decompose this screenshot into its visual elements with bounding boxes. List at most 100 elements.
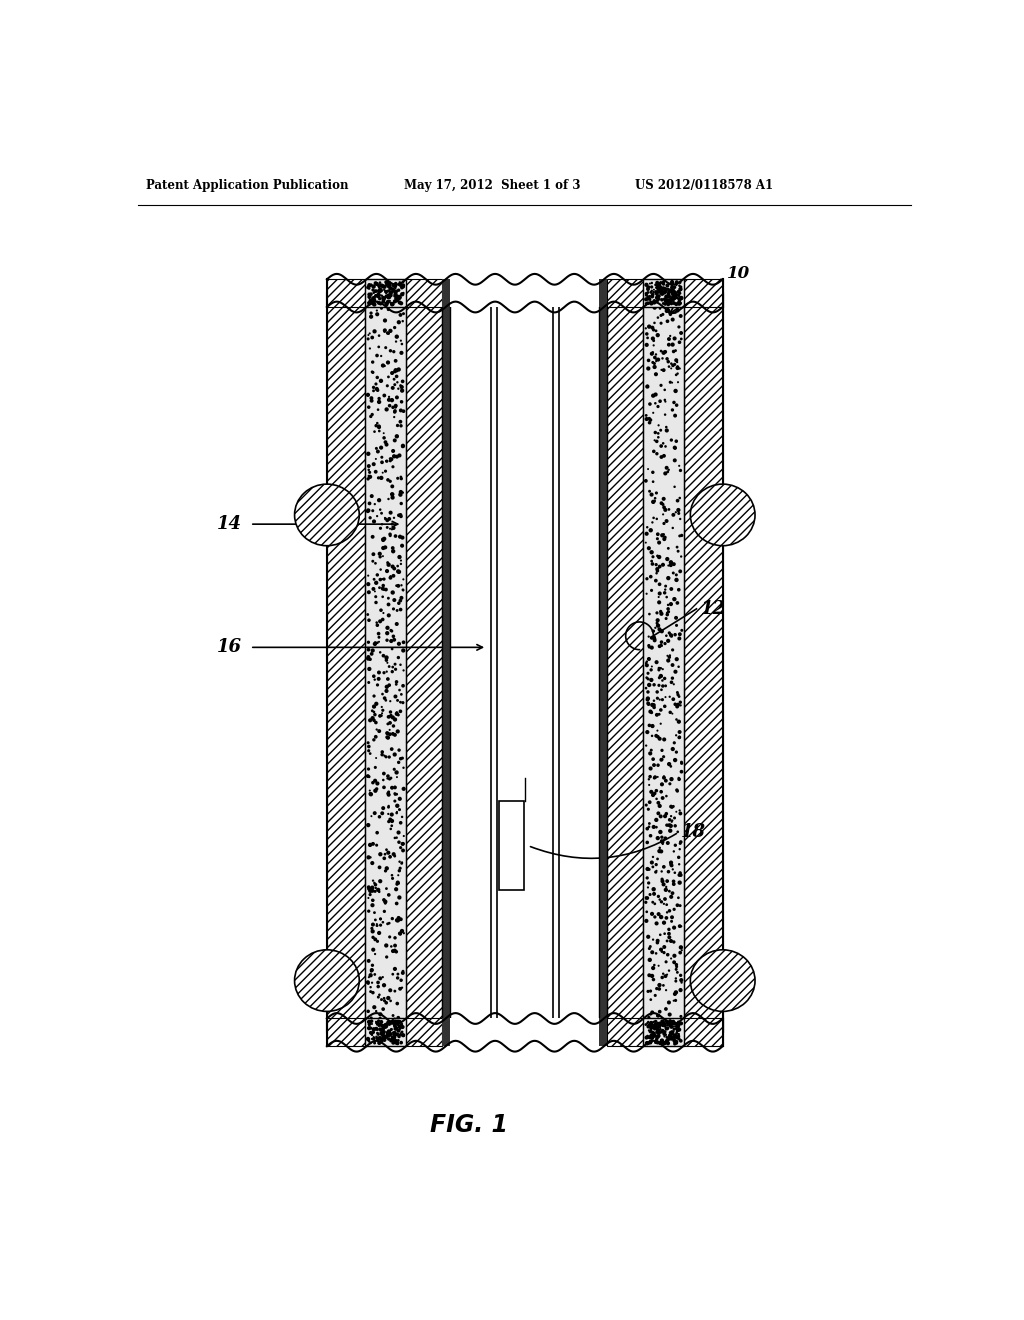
- Point: [380, 727, 396, 748]
- Point: [382, 719, 398, 741]
- Point: [652, 272, 669, 293]
- Point: [367, 803, 383, 824]
- Point: [651, 704, 668, 725]
- Point: [367, 997, 383, 1018]
- Point: [654, 832, 671, 853]
- Point: [377, 276, 393, 297]
- Point: [653, 680, 670, 701]
- Point: [386, 446, 402, 467]
- Point: [375, 288, 391, 309]
- Point: [381, 675, 397, 696]
- Point: [374, 275, 390, 296]
- Point: [361, 648, 378, 669]
- Point: [375, 576, 391, 597]
- Bar: [407, 1019, 442, 1047]
- Point: [375, 998, 391, 1019]
- Point: [388, 1011, 404, 1032]
- Point: [390, 1015, 407, 1036]
- Point: [649, 272, 666, 293]
- Point: [663, 816, 679, 837]
- Point: [380, 842, 396, 863]
- Point: [647, 293, 664, 314]
- Point: [364, 805, 380, 826]
- Point: [670, 1018, 686, 1039]
- Point: [669, 1031, 685, 1052]
- Bar: [327, 293, 366, 1032]
- Point: [377, 861, 393, 882]
- Point: [382, 450, 398, 471]
- Point: [387, 360, 403, 381]
- Point: [640, 799, 656, 820]
- Point: [643, 669, 659, 690]
- Point: [372, 611, 388, 632]
- Point: [669, 1018, 685, 1039]
- Point: [379, 292, 395, 313]
- Point: [660, 649, 677, 671]
- Point: [376, 1028, 392, 1049]
- Point: [639, 667, 655, 688]
- Point: [384, 661, 400, 682]
- Point: [381, 389, 397, 411]
- Point: [644, 272, 660, 293]
- Point: [670, 1015, 686, 1036]
- Bar: [451, 280, 599, 308]
- Point: [370, 931, 386, 952]
- Point: [667, 293, 683, 314]
- Point: [379, 510, 395, 531]
- Point: [387, 709, 403, 730]
- Point: [645, 620, 662, 642]
- Point: [394, 692, 411, 713]
- Point: [663, 552, 679, 573]
- Point: [666, 796, 682, 817]
- Point: [663, 1018, 679, 1039]
- Point: [395, 436, 412, 457]
- Point: [665, 517, 681, 539]
- Point: [673, 288, 689, 309]
- Point: [640, 293, 656, 314]
- Point: [647, 487, 664, 508]
- Point: [646, 297, 663, 318]
- Point: [663, 304, 679, 325]
- Point: [371, 661, 387, 682]
- Point: [658, 602, 675, 623]
- Point: [371, 417, 387, 438]
- Point: [648, 809, 665, 830]
- Point: [660, 351, 677, 372]
- Point: [381, 395, 397, 416]
- Point: [651, 1015, 668, 1036]
- Point: [369, 1014, 385, 1035]
- Point: [653, 826, 670, 847]
- Point: [672, 833, 688, 854]
- Point: [663, 1011, 679, 1032]
- Point: [642, 273, 658, 294]
- Point: [671, 854, 687, 875]
- Point: [378, 337, 394, 358]
- Point: [646, 894, 663, 915]
- Point: [656, 279, 673, 300]
- Point: [381, 781, 397, 803]
- Point: [660, 282, 677, 304]
- Point: [657, 292, 674, 313]
- Point: [643, 293, 659, 314]
- Point: [376, 528, 392, 549]
- Point: [645, 342, 662, 363]
- Point: [389, 290, 406, 312]
- Point: [374, 742, 390, 763]
- Point: [664, 1011, 680, 1032]
- Point: [653, 436, 670, 457]
- Point: [365, 708, 381, 729]
- Point: [378, 434, 394, 455]
- Point: [645, 319, 662, 341]
- Point: [641, 408, 657, 429]
- Point: [649, 290, 666, 312]
- Point: [670, 300, 686, 321]
- Point: [365, 890, 381, 911]
- Point: [662, 686, 678, 708]
- Point: [642, 292, 658, 313]
- Point: [360, 814, 377, 836]
- Point: [368, 747, 384, 768]
- Point: [656, 936, 673, 957]
- Point: [378, 1026, 394, 1047]
- Point: [659, 300, 676, 321]
- Point: [652, 279, 669, 300]
